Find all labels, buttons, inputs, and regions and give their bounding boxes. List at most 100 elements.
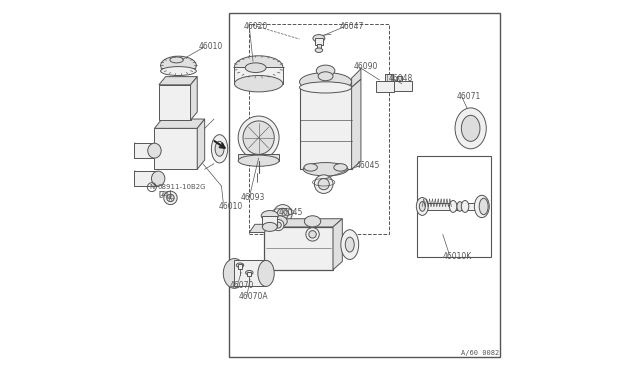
Text: 46047: 46047 <box>339 22 364 31</box>
Bar <box>394 81 412 91</box>
Ellipse shape <box>316 65 335 76</box>
Ellipse shape <box>479 198 488 215</box>
Ellipse shape <box>461 115 480 141</box>
Bar <box>385 74 392 81</box>
Ellipse shape <box>161 67 196 76</box>
Text: 46010: 46010 <box>199 42 223 51</box>
Text: 46045: 46045 <box>278 208 303 217</box>
Ellipse shape <box>245 63 266 73</box>
Ellipse shape <box>215 141 224 156</box>
Ellipse shape <box>275 222 282 228</box>
Ellipse shape <box>303 163 348 176</box>
Ellipse shape <box>211 135 228 163</box>
Ellipse shape <box>236 263 244 267</box>
Ellipse shape <box>246 270 253 275</box>
Polygon shape <box>197 119 205 169</box>
Ellipse shape <box>449 201 457 212</box>
Bar <box>229 13 500 357</box>
Text: 46090: 46090 <box>353 62 378 71</box>
Text: 46071: 46071 <box>457 92 481 101</box>
Ellipse shape <box>313 35 325 42</box>
Ellipse shape <box>455 108 486 149</box>
Ellipse shape <box>271 216 287 227</box>
Ellipse shape <box>127 143 141 158</box>
Polygon shape <box>351 79 361 169</box>
Ellipse shape <box>170 57 183 63</box>
Polygon shape <box>159 77 197 85</box>
Bar <box>250 24 389 234</box>
Bar <box>422 203 482 210</box>
Ellipse shape <box>304 164 317 171</box>
Bar <box>417 156 491 257</box>
Ellipse shape <box>305 216 321 227</box>
Bar <box>234 260 266 286</box>
Ellipse shape <box>234 76 283 92</box>
Ellipse shape <box>318 179 330 190</box>
Bar <box>397 76 402 81</box>
Polygon shape <box>191 77 197 120</box>
Bar <box>238 264 242 269</box>
Polygon shape <box>250 224 270 232</box>
Text: 46070: 46070 <box>230 281 254 290</box>
Polygon shape <box>351 69 361 87</box>
Ellipse shape <box>152 171 165 186</box>
Polygon shape <box>264 219 342 227</box>
Bar <box>238 154 279 161</box>
Ellipse shape <box>314 175 333 193</box>
Bar <box>264 227 333 270</box>
Bar <box>248 272 251 276</box>
Ellipse shape <box>461 201 468 212</box>
Ellipse shape <box>419 202 425 211</box>
Ellipse shape <box>238 116 279 159</box>
Text: 08911-10B2G: 08911-10B2G <box>157 184 206 190</box>
Ellipse shape <box>306 228 319 241</box>
Ellipse shape <box>300 82 351 93</box>
Ellipse shape <box>161 56 196 75</box>
Text: 46070A: 46070A <box>239 292 269 301</box>
Text: 46010: 46010 <box>219 202 243 211</box>
Text: 〨2〩: 〨2〩 <box>158 190 171 197</box>
Ellipse shape <box>341 230 358 260</box>
Ellipse shape <box>273 219 284 231</box>
Ellipse shape <box>457 202 463 211</box>
Ellipse shape <box>243 121 275 154</box>
Ellipse shape <box>238 155 279 166</box>
Ellipse shape <box>474 195 489 218</box>
Bar <box>317 44 321 50</box>
Text: 46045: 46045 <box>355 161 380 170</box>
Ellipse shape <box>315 48 323 52</box>
Circle shape <box>167 194 174 202</box>
Bar <box>134 171 158 186</box>
Ellipse shape <box>273 205 292 223</box>
Polygon shape <box>333 219 342 270</box>
Polygon shape <box>154 119 205 128</box>
Text: N: N <box>149 184 154 190</box>
Ellipse shape <box>258 260 275 286</box>
Ellipse shape <box>334 164 347 171</box>
Ellipse shape <box>309 231 316 238</box>
Ellipse shape <box>261 211 278 221</box>
Text: (2): (2) <box>158 190 168 197</box>
Bar <box>315 38 323 45</box>
Ellipse shape <box>300 73 351 91</box>
Text: 46093: 46093 <box>241 193 265 202</box>
Bar <box>300 87 351 169</box>
Bar <box>134 143 154 158</box>
Ellipse shape <box>277 208 289 219</box>
Ellipse shape <box>223 259 246 288</box>
Ellipse shape <box>127 171 141 186</box>
Ellipse shape <box>234 56 283 78</box>
Ellipse shape <box>318 72 333 81</box>
Bar <box>376 81 394 92</box>
Ellipse shape <box>148 143 161 158</box>
Text: 46048: 46048 <box>389 74 413 83</box>
Bar <box>234 67 283 84</box>
Bar <box>262 216 277 227</box>
Polygon shape <box>154 128 197 169</box>
Ellipse shape <box>417 198 428 215</box>
Ellipse shape <box>346 237 354 252</box>
Circle shape <box>164 191 177 205</box>
Ellipse shape <box>262 222 277 231</box>
Text: 46010K: 46010K <box>443 252 472 261</box>
Polygon shape <box>159 85 191 120</box>
